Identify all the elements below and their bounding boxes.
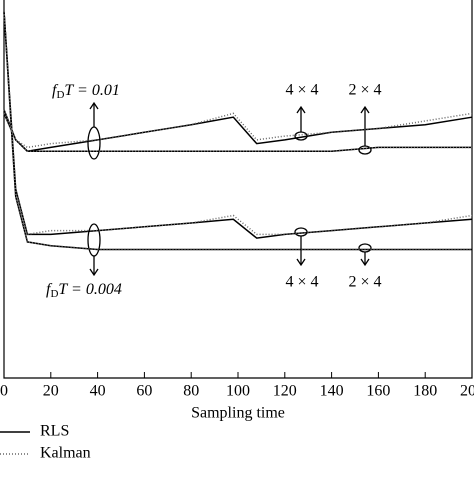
x-tick-label: 120 (273, 383, 297, 400)
annotation: 2 × 4 (348, 82, 381, 99)
series-line (3, 11, 473, 236)
x-tick-label: 0 (0, 383, 8, 400)
annotation-part: f (46, 281, 53, 298)
x-tick-label: 20 (43, 383, 59, 400)
axes (3, 0, 473, 379)
annotation: 4 × 4 (285, 274, 318, 291)
annotation-part: f (52, 82, 59, 99)
x-tick-label: 180 (413, 383, 437, 400)
x-tick-label: 160 (366, 383, 390, 400)
annotation-part: T = 0.004 (58, 281, 121, 298)
annotation-part: D (50, 288, 58, 300)
series-line (3, 11, 472, 251)
series-line (3, 109, 473, 153)
annotation: fDT = 0.004 (46, 281, 122, 300)
annotation: fDT = 0.01 (52, 82, 120, 101)
x-tick-label: 60 (136, 383, 152, 400)
x-tick-label: 80 (183, 383, 199, 400)
x-axis-label: Sampling time (191, 405, 285, 422)
annotation: 2 × 4 (348, 274, 381, 291)
annotation: 4 × 4 (285, 82, 318, 99)
series-line (3, 113, 472, 152)
x-tick-label: 40 (90, 383, 106, 400)
series-line (3, 109, 473, 149)
x-tick-label: 140 (320, 383, 344, 400)
legend-label: Kalman (40, 445, 91, 462)
annotation-part: D (56, 89, 64, 101)
legend-label: RLS (40, 423, 69, 440)
x-tick-label: 200 (460, 383, 474, 400)
series-line (3, 11, 473, 239)
annotation-part: T = 0.01 (64, 82, 119, 99)
x-tick-label: 100 (226, 383, 250, 400)
series-line (3, 11, 472, 251)
series-line (3, 113, 472, 152)
